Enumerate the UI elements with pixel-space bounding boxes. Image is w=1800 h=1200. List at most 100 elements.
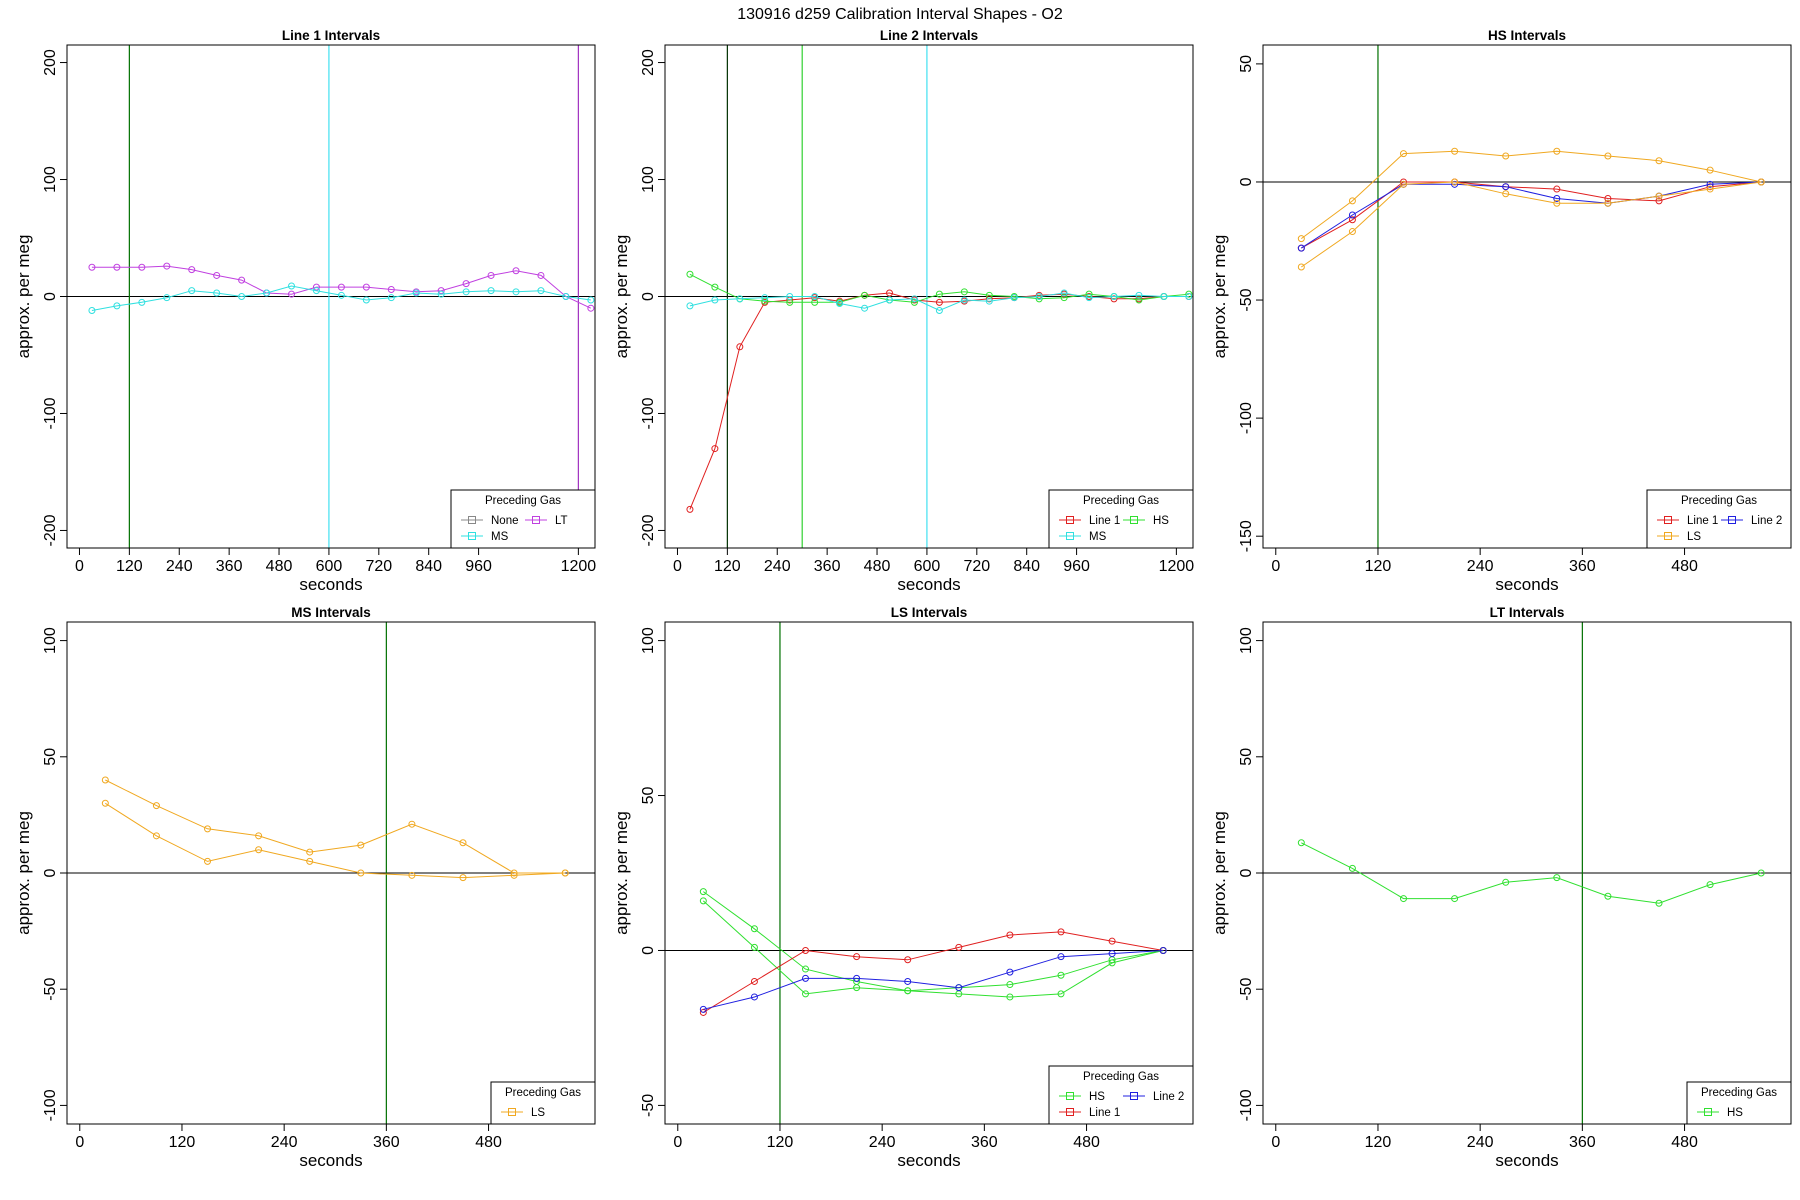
x-tick-label: 240 (1467, 1134, 1494, 1151)
legend: Preceding Gas HS Line 2 Line 1 (1048, 1065, 1194, 1125)
data-point (960, 296, 968, 304)
data-point (113, 302, 121, 310)
data-point (699, 1008, 707, 1016)
data-point (1706, 166, 1714, 174)
data-point (1035, 293, 1043, 300)
x-tick-label: 360 (971, 1134, 998, 1151)
plot-frame (1262, 44, 1792, 549)
panel-title: Line 2 Intervals (880, 28, 978, 43)
data-point (362, 296, 370, 304)
data-point (1060, 289, 1068, 297)
data-point (736, 295, 744, 303)
legend-swatch-marker (1066, 516, 1074, 524)
data-point (510, 869, 518, 877)
data-point (1400, 895, 1408, 903)
data-point (904, 956, 912, 964)
x-tick-label: 240 (271, 1134, 298, 1151)
data-point (786, 296, 794, 304)
data-point (1297, 263, 1305, 271)
data-point (510, 871, 518, 879)
x-axis-label: seconds (897, 575, 960, 594)
data-point (512, 267, 520, 275)
legend-title: Preceding Gas (1681, 495, 1757, 507)
data-point (1604, 199, 1612, 207)
legend-swatch-marker (1066, 532, 1074, 540)
data-point (761, 294, 769, 302)
data-point (786, 293, 794, 300)
legend-entry-label: Line 2 (1153, 1091, 1184, 1103)
x-tick-label: 240 (166, 558, 193, 575)
y-axis-label: approx. per meg (612, 811, 631, 935)
series-line-ls (105, 779, 566, 874)
y-tick-label: 0 (640, 292, 657, 301)
data-point (1400, 150, 1408, 158)
data-point (152, 802, 160, 810)
series-line-hs (689, 273, 1189, 303)
data-point (699, 888, 707, 896)
data-point (1553, 185, 1561, 193)
data-point (935, 307, 943, 315)
data-point (1604, 892, 1612, 900)
data-point (1655, 157, 1663, 165)
y-tick-label: -50 (640, 1094, 657, 1117)
data-point (1135, 291, 1143, 299)
y-tick-label: -50 (42, 978, 59, 1001)
legend-swatch-marker (1664, 516, 1672, 524)
legend-entry-label: LT (555, 515, 568, 527)
data-point (1451, 895, 1459, 903)
legend-swatch-marker (1728, 516, 1736, 524)
plot-frame (664, 621, 1194, 1125)
data-point (1604, 152, 1612, 160)
legend-title: Preceding Gas (505, 1087, 581, 1099)
data-point (1451, 147, 1459, 155)
data-point (985, 297, 993, 305)
data-point (711, 445, 719, 453)
x-tick-label: 1200 (1159, 558, 1195, 575)
data-point (1400, 180, 1408, 188)
y-tick-label: -50 (1238, 978, 1255, 1001)
data-point (1655, 192, 1663, 200)
x-tick-label: 480 (266, 558, 293, 575)
series-line-ls (1301, 181, 1762, 268)
data-point (587, 296, 595, 304)
data-point (213, 289, 221, 297)
x-tick-label: 240 (1467, 558, 1494, 575)
data-point (1160, 293, 1168, 300)
data-point (904, 977, 912, 985)
data-point (312, 287, 320, 295)
data-point (437, 290, 445, 298)
plot-area (665, 622, 1193, 1124)
plot-area (67, 622, 595, 1124)
data-point (1655, 899, 1663, 907)
panel-title: Line 1 Intervals (282, 28, 380, 43)
data-point (1757, 178, 1765, 186)
data-point (1057, 928, 1065, 936)
data-point (1057, 990, 1065, 998)
panel-2: Line 2 Intervals 0 120 240 360 480 600 720 840 96… (612, 28, 1194, 594)
data-point (711, 296, 719, 304)
x-tick-label: 480 (1073, 1134, 1100, 1151)
y-tick-label: 50 (1238, 55, 1255, 73)
data-point (1502, 152, 1510, 160)
x-tick-label: 480 (1671, 1134, 1698, 1151)
y-tick-label: -100 (1238, 1089, 1255, 1121)
legend-swatch-marker (1704, 1108, 1712, 1116)
x-axis-label: seconds (897, 1151, 960, 1170)
legend-box (1686, 1081, 1792, 1125)
data-point (686, 302, 694, 310)
series-line-line-1 (1301, 181, 1762, 249)
y-axis-label: approx. per meg (1210, 235, 1229, 359)
data-point (255, 846, 263, 854)
data-point (408, 871, 416, 879)
data-point (853, 953, 861, 961)
y-tick-label: 0 (640, 946, 657, 955)
data-point (1400, 178, 1408, 186)
y-tick-label: 100 (640, 166, 657, 193)
x-axis-label: seconds (1495, 575, 1558, 594)
data-point (437, 287, 445, 295)
legend-box (490, 1081, 596, 1125)
x-tick-label: 360 (216, 558, 243, 575)
x-tick-label: 600 (914, 558, 941, 575)
x-tick-label: 120 (169, 1134, 196, 1151)
